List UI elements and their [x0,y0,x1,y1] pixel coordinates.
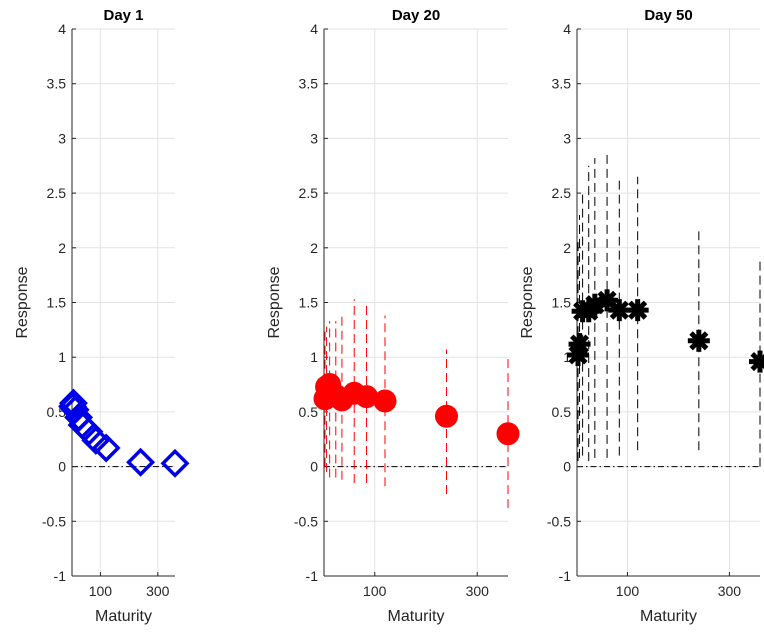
y-tick-label: -1 [54,568,67,584]
asterisk-stroke [597,290,617,310]
y-tick-label: 1 [58,349,66,365]
x-tick-label: 100 [363,583,387,599]
y-tick-label: 0 [563,459,571,475]
y-tick-label: 2.5 [47,185,67,201]
y-tick-label: 4 [310,21,318,37]
y-tick-label: 0 [58,459,66,475]
y-tick-label: 0.5 [299,404,319,420]
panel-day-20: -1 -0.5 0 0.5 1 1.5 2 2.5 3 3.5 4 100 300 Day 20 Matur… [266,7,520,625]
x-tick-label: 300 [718,583,742,599]
y-tick-label: 2 [563,240,571,256]
data-point-asterisk [687,329,710,352]
asterisk-stroke [628,300,648,320]
y-tick-label: 0.5 [552,404,572,420]
data-point-asterisk [568,333,591,356]
asterisk-stroke [609,300,629,320]
x-axis-title: Maturity [95,608,152,625]
data-point-diamond [160,448,190,478]
y-tick-label: 1 [310,349,318,365]
x-axis-title: Maturity [640,608,697,625]
y-tick-label: 3.5 [299,76,319,92]
data-point-circle [434,404,458,428]
y-tick-label: -1 [559,568,572,584]
y-tick-label: -0.5 [294,513,318,529]
asterisk-stroke [570,334,590,354]
y-axis-title: Response [14,266,31,338]
y-tick-label: 1.5 [552,295,572,311]
y-tick-label: 3 [310,130,318,146]
asterisk-stroke [750,354,764,372]
x-tick-label: 100 [89,583,113,599]
y-tick-label: 0 [310,459,318,475]
y-tick-label: 2.5 [552,185,572,201]
data-point-circle [373,389,397,413]
data-point-diamond [126,447,156,477]
data-point-asterisk [749,350,764,373]
y-tick-label: 3.5 [47,76,67,92]
y-tick-label: -0.5 [547,513,571,529]
x-tick-label: 300 [466,583,490,599]
asterisk-stroke [689,331,709,351]
panel-title: Day 1 [103,7,143,24]
y-tick-label: 4 [58,21,66,37]
x-tick-label: 300 [146,583,170,599]
y-tick-label: 4 [563,21,571,37]
y-tick-label: 3 [563,130,571,146]
x-axis-title: Maturity [388,608,445,625]
x-tick-label: 100 [616,583,640,599]
y-tick-label: -1 [306,568,319,584]
y-axis-title: Response [519,266,536,338]
y-tick-label: 2.5 [299,185,319,201]
y-tick-label: 1.5 [299,295,319,311]
data-point-diamond [91,433,121,463]
data-point-asterisk [626,299,649,322]
data-point-asterisk [608,299,631,322]
y-tick-label: -0.5 [42,513,66,529]
panel-title: Day 50 [644,7,692,24]
y-tick-label: 1.5 [47,295,67,311]
y-axis-title: Response [266,266,283,338]
y-tick-label: 2 [310,240,318,256]
y-tick-label: 3.5 [552,76,572,92]
panel-title: Day 20 [392,7,440,24]
data-point-circle [496,422,520,446]
y-tick-label: 2 [58,240,66,256]
y-tick-label: 3 [58,130,66,146]
data-point-diamond [58,388,88,418]
